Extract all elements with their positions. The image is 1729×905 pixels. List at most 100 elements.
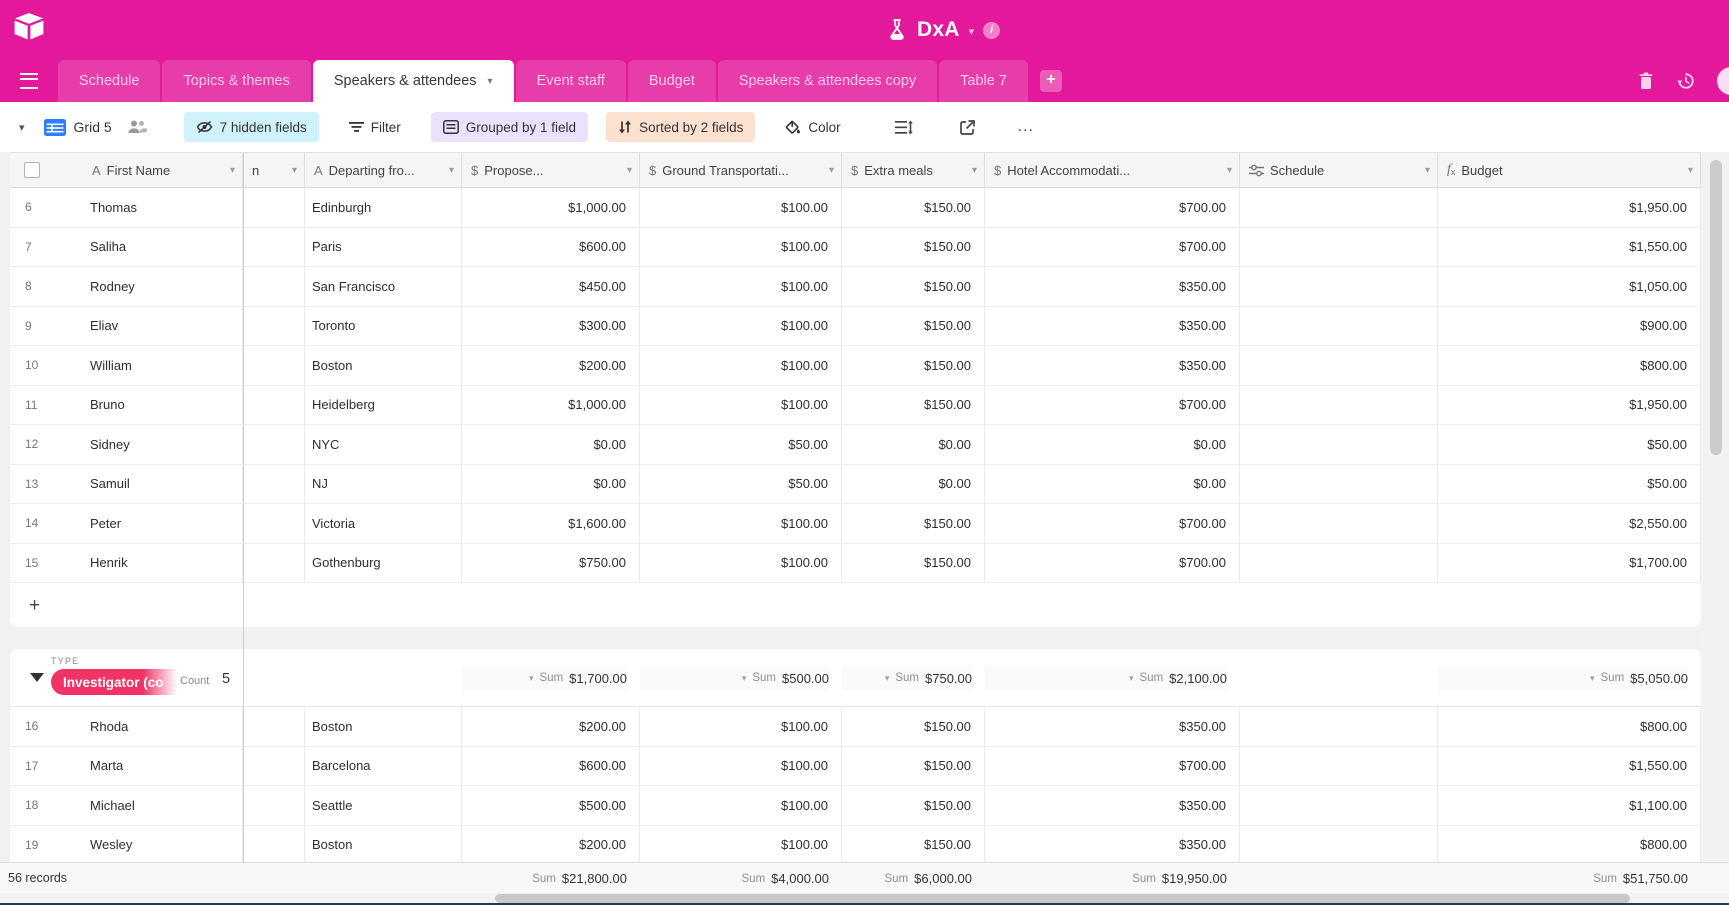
column-menu-caret-icon[interactable]: ▾ xyxy=(828,164,834,176)
cell-schedule[interactable] xyxy=(1240,543,1438,582)
cell-ground[interactable]: $100.00 xyxy=(640,385,842,424)
sum-menu-caret-icon[interactable]: ▾ xyxy=(528,672,534,683)
column-header-budget[interactable]: f x Budget ▾ xyxy=(1438,153,1701,187)
cell-partial[interactable] xyxy=(243,227,305,266)
cell-extra[interactable]: $150.00 xyxy=(842,385,985,424)
tab-speakers-attendees[interactable]: Speakers & attendees ▾ xyxy=(312,60,514,102)
collaborators-icon[interactable] xyxy=(126,119,148,135)
cell-budget[interactable]: $1,100.00 xyxy=(1438,786,1701,825)
cell-extra[interactable]: $150.00 xyxy=(842,707,985,746)
select-all-column[interactable] xyxy=(10,153,83,187)
cell-first_name[interactable]: Thomas xyxy=(83,188,243,227)
row-number[interactable]: 8 xyxy=(25,279,32,294)
cell-ground[interactable]: $100.00 xyxy=(640,786,842,825)
cell-extra[interactable]: $150.00 xyxy=(842,267,985,306)
cell-departing[interactable]: Boston xyxy=(305,346,462,385)
cell-ground[interactable]: $50.00 xyxy=(640,464,842,503)
view-sidebar-caret-icon[interactable]: ▾ xyxy=(19,121,25,134)
group-button[interactable]: Grouped by 1 field xyxy=(430,112,589,142)
tab-budget[interactable]: Budget xyxy=(627,60,716,102)
cell-departing[interactable]: NYC xyxy=(305,425,462,464)
cell-schedule[interactable] xyxy=(1240,227,1438,266)
hidden-fields-button[interactable]: 7 hidden fields xyxy=(183,112,319,142)
column-menu-caret-icon[interactable]: ▾ xyxy=(448,164,454,176)
column-header-first_name[interactable]: A First Name ▾ xyxy=(83,153,243,187)
cell-departing[interactable]: Boston xyxy=(305,825,462,862)
group-sum-budget[interactable]: ▾ Sum $5,050.00 xyxy=(1438,666,1688,690)
cell-first_name[interactable]: Sidney xyxy=(83,425,243,464)
cell-ground[interactable]: $50.00 xyxy=(640,425,842,464)
cell-ground[interactable]: $100.00 xyxy=(640,188,842,227)
cell-hotel[interactable]: $350.00 xyxy=(985,346,1240,385)
cell-partial[interactable] xyxy=(243,825,305,862)
row-number[interactable]: 15 xyxy=(25,555,39,570)
tab-schedule[interactable]: Schedule xyxy=(58,60,161,102)
cell-hotel[interactable]: $350.00 xyxy=(985,825,1240,862)
cell-departing[interactable]: Toronto xyxy=(305,306,462,345)
cell-ground[interactable]: $100.00 xyxy=(640,306,842,345)
row-number[interactable]: 18 xyxy=(25,798,39,813)
group-sum-hotel[interactable]: ▾ Sum $2,100.00 xyxy=(985,666,1227,690)
cell-departing[interactable]: San Francisco xyxy=(305,267,462,306)
column-menu-caret-icon[interactable]: ▾ xyxy=(291,164,297,176)
cell-partial[interactable] xyxy=(243,504,305,543)
row-number[interactable]: 17 xyxy=(25,758,39,773)
cell-departing[interactable]: Gothenburg xyxy=(305,543,462,582)
cell-budget[interactable]: $1,550.00 xyxy=(1438,746,1701,785)
cell-departing[interactable]: Edinburgh xyxy=(305,188,462,227)
cell-schedule[interactable] xyxy=(1240,464,1438,503)
cell-budget[interactable]: $1,950.00 xyxy=(1438,385,1701,424)
cell-propose[interactable]: $600.00 xyxy=(462,746,640,785)
column-menu-caret-icon[interactable]: ▾ xyxy=(971,164,977,176)
column-menu-caret-icon[interactable]: ▾ xyxy=(1687,164,1693,176)
group-sum-propose[interactable]: ▾ Sum $1,700.00 xyxy=(462,666,627,690)
column-header-schedule[interactable]: Schedule ▾ xyxy=(1240,153,1438,187)
cell-extra[interactable]: $0.00 xyxy=(842,464,985,503)
cell-first_name[interactable]: William xyxy=(83,346,243,385)
plus-icon[interactable]: + xyxy=(1039,70,1062,92)
avatar[interactable] xyxy=(1717,67,1729,95)
cell-budget[interactable]: $50.00 xyxy=(1438,464,1701,503)
footer-sum-propose[interactable]: Sum $21,800.00 xyxy=(462,863,627,894)
cell-hotel[interactable]: $350.00 xyxy=(985,267,1240,306)
cell-budget[interactable]: $800.00 xyxy=(1438,346,1701,385)
cell-ground[interactable]: $100.00 xyxy=(640,825,842,862)
cell-schedule[interactable] xyxy=(1240,267,1438,306)
footer-sum-hotel[interactable]: Sum $19,950.00 xyxy=(985,863,1227,894)
column-header-departing[interactable]: A Departing fro... ▾ xyxy=(305,153,462,187)
base-title-block[interactable]: DxA ▾ i xyxy=(886,0,1001,60)
cell-hotel[interactable]: $700.00 xyxy=(985,504,1240,543)
column-header-hotel[interactable]: $ Hotel Accommodati... ▾ xyxy=(985,153,1240,187)
cell-ground[interactable]: $100.00 xyxy=(640,746,842,785)
cell-departing[interactable]: Boston xyxy=(305,707,462,746)
history-icon[interactable] xyxy=(1677,72,1695,90)
cell-schedule[interactable] xyxy=(1240,786,1438,825)
cell-partial[interactable] xyxy=(243,707,305,746)
horizontal-scrollbar[interactable] xyxy=(495,894,1630,903)
cell-hotel[interactable]: $700.00 xyxy=(985,227,1240,266)
sort-button[interactable]: Sorted by 2 fields xyxy=(606,112,756,142)
cell-propose[interactable]: $600.00 xyxy=(462,227,640,266)
cell-ground[interactable]: $100.00 xyxy=(640,707,842,746)
row-number[interactable]: 7 xyxy=(25,239,32,254)
cell-departing[interactable]: Heidelberg xyxy=(305,385,462,424)
cell-schedule[interactable] xyxy=(1240,825,1438,862)
cell-hotel[interactable]: $350.00 xyxy=(985,707,1240,746)
cell-extra[interactable]: $150.00 xyxy=(842,825,985,862)
cell-ground[interactable]: $100.00 xyxy=(640,346,842,385)
cell-propose[interactable]: $200.00 xyxy=(462,346,640,385)
hamburger-menu-icon[interactable] xyxy=(0,60,58,102)
row-number[interactable]: 19 xyxy=(25,837,39,852)
footer-sum-budget[interactable]: Sum $51,750.00 xyxy=(1438,863,1688,894)
group-sum-ground[interactable]: ▾ Sum $500.00 xyxy=(640,666,829,690)
cell-hotel[interactable]: $700.00 xyxy=(985,746,1240,785)
footer-sum-ground[interactable]: Sum $4,000.00 xyxy=(640,863,830,894)
airtable-logo[interactable] xyxy=(12,11,46,43)
collapse-group-icon[interactable] xyxy=(30,673,44,682)
cell-propose[interactable]: $0.00 xyxy=(462,464,640,503)
cell-budget[interactable]: $2,550.00 xyxy=(1438,504,1701,543)
cell-schedule[interactable] xyxy=(1240,346,1438,385)
column-menu-caret-icon[interactable]: ▾ xyxy=(626,164,632,176)
column-menu-caret-icon[interactable]: ▾ xyxy=(1226,164,1232,176)
cell-first_name[interactable]: Rhoda xyxy=(83,707,243,746)
